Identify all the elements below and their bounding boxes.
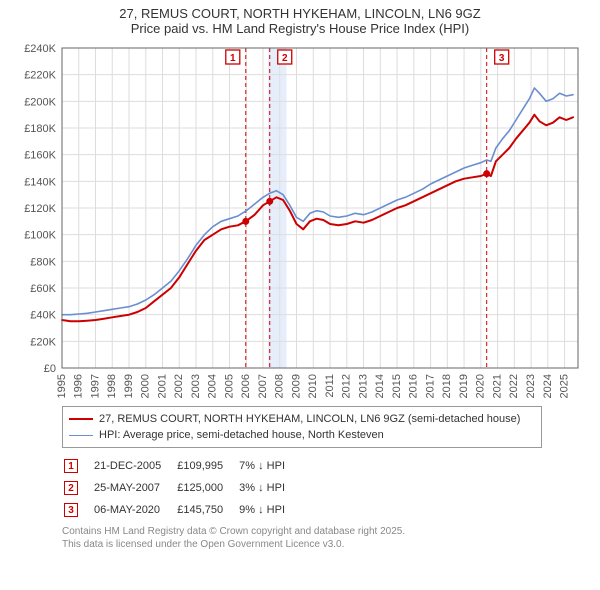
sale-delta: 7% ↓ HPI (239, 456, 299, 476)
svg-text:1996: 1996 (73, 374, 85, 398)
svg-text:2021: 2021 (491, 374, 503, 398)
svg-text:£240K: £240K (24, 43, 56, 55)
sale-marker-icon: 3 (64, 503, 78, 517)
table-row: 3 06-MAY-2020£145,7509% ↓ HPI (64, 500, 299, 520)
legend: 27, REMUS COURT, NORTH HYKEHAM, LINCOLN,… (62, 406, 542, 448)
sale-date: 25-MAY-2007 (94, 478, 175, 498)
svg-text:£220K: £220K (24, 70, 56, 82)
sale-date: 06-MAY-2020 (94, 500, 175, 520)
svg-text:2010: 2010 (307, 374, 319, 398)
svg-text:2006: 2006 (240, 374, 252, 398)
svg-text:2004: 2004 (207, 374, 219, 398)
svg-text:2022: 2022 (508, 374, 520, 398)
svg-text:£20K: £20K (30, 336, 56, 348)
svg-text:1995: 1995 (56, 374, 68, 398)
line-chart: £0 £20K £40K £60K £80K £100K £120K £140K £160K £1… (10, 40, 590, 400)
svg-text:2016: 2016 (408, 374, 420, 398)
svg-text:2017: 2017 (424, 374, 436, 398)
svg-text:£140K: £140K (24, 176, 56, 188)
svg-text:1998: 1998 (106, 374, 118, 398)
svg-text:2002: 2002 (173, 374, 185, 398)
svg-text:2025: 2025 (559, 374, 571, 398)
legend-label: 27, REMUS COURT, NORTH HYKEHAM, LINCOLN,… (99, 411, 520, 427)
svg-text:2009: 2009 (290, 374, 302, 398)
legend-swatch (69, 435, 93, 436)
sale-marker-icon: 2 (64, 481, 78, 495)
svg-text:2024: 2024 (542, 374, 554, 398)
svg-text:2018: 2018 (441, 374, 453, 398)
sales-table: 1 21-DEC-2005£109,9957% ↓ HPI 2 25-MAY-2007… (62, 454, 301, 522)
footer-line-1: Contains HM Land Registry data © Crown c… (62, 526, 590, 539)
svg-text:1: 1 (230, 53, 236, 64)
svg-text:2: 2 (282, 53, 288, 64)
svg-text:2000: 2000 (140, 374, 152, 398)
sale-delta: 3% ↓ HPI (239, 478, 299, 498)
svg-text:2008: 2008 (274, 374, 286, 398)
footer-line-2: This data is licensed under the Open Gov… (62, 539, 590, 552)
table-row: 2 25-MAY-2007£125,0003% ↓ HPI (64, 478, 299, 498)
legend-label: HPI: Average price, semi-detached house,… (99, 427, 384, 443)
title-line-2: Price paid vs. HM Land Registry's House … (10, 21, 590, 36)
svg-text:2023: 2023 (525, 374, 537, 398)
sale-price: £109,995 (177, 456, 237, 476)
svg-text:1997: 1997 (89, 374, 101, 398)
footer-attribution: Contains HM Land Registry data © Crown c… (62, 526, 590, 551)
legend-swatch (69, 418, 93, 420)
svg-text:£0: £0 (44, 363, 56, 375)
svg-text:£100K: £100K (24, 230, 56, 242)
svg-text:£200K: £200K (24, 96, 56, 108)
svg-text:1999: 1999 (123, 374, 135, 398)
svg-text:£60K: £60K (30, 283, 56, 295)
svg-text:2001: 2001 (156, 374, 168, 398)
chart-title: 27, REMUS COURT, NORTH HYKEHAM, LINCOLN,… (10, 6, 590, 36)
svg-text:2005: 2005 (223, 374, 235, 398)
chart-area: £0 £20K £40K £60K £80K £100K £120K £140K £160K £1… (10, 40, 590, 400)
svg-text:2014: 2014 (374, 374, 386, 398)
legend-item: 27, REMUS COURT, NORTH HYKEHAM, LINCOLN,… (69, 411, 535, 427)
svg-text:2015: 2015 (391, 374, 403, 398)
table-row: 1 21-DEC-2005£109,9957% ↓ HPI (64, 456, 299, 476)
sale-delta: 9% ↓ HPI (239, 500, 299, 520)
svg-text:2012: 2012 (341, 374, 353, 398)
svg-text:£40K: £40K (30, 310, 56, 322)
svg-text:2003: 2003 (190, 374, 202, 398)
sale-marker-icon: 1 (64, 459, 78, 473)
title-line-1: 27, REMUS COURT, NORTH HYKEHAM, LINCOLN,… (10, 6, 590, 21)
svg-text:2011: 2011 (324, 374, 336, 398)
legend-item: HPI: Average price, semi-detached house,… (69, 427, 535, 443)
svg-text:£120K: £120K (24, 203, 56, 215)
svg-text:2007: 2007 (257, 374, 269, 398)
sale-price: £145,750 (177, 500, 237, 520)
svg-text:3: 3 (499, 53, 505, 64)
sale-date: 21-DEC-2005 (94, 456, 175, 476)
sale-price: £125,000 (177, 478, 237, 498)
svg-text:£80K: £80K (30, 256, 56, 268)
svg-text:2020: 2020 (475, 374, 487, 398)
svg-text:2013: 2013 (357, 374, 369, 398)
svg-text:£160K: £160K (24, 150, 56, 162)
svg-text:2019: 2019 (458, 374, 470, 398)
svg-text:£180K: £180K (24, 123, 56, 135)
page-root: 27, REMUS COURT, NORTH HYKEHAM, LINCOLN,… (0, 0, 600, 555)
